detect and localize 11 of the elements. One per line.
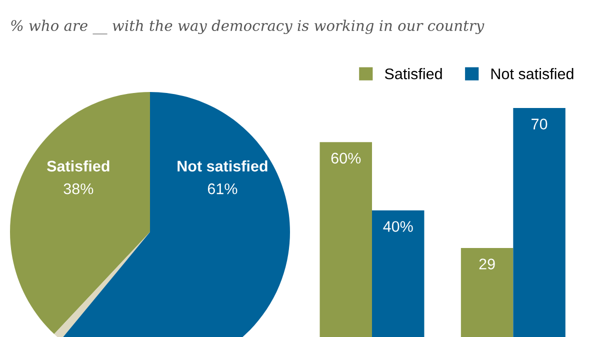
data-label: 29 — [479, 258, 495, 270]
legend-label: Not satisfied — [491, 68, 574, 80]
data-label: 61% — [208, 183, 238, 194]
slice-label: Not satisfied — [178, 160, 268, 172]
slice-label: Satisfied — [47, 160, 110, 172]
data-label: 70 — [532, 118, 548, 130]
data-label: 38% — [64, 183, 94, 194]
data-label: 40% — [383, 221, 413, 232]
data-label: 60% — [331, 152, 361, 164]
legend-label: Satisfied — [384, 68, 442, 80]
chart-subtitle: % who are __ with the way democracy is working in our country — [11, 20, 484, 34]
